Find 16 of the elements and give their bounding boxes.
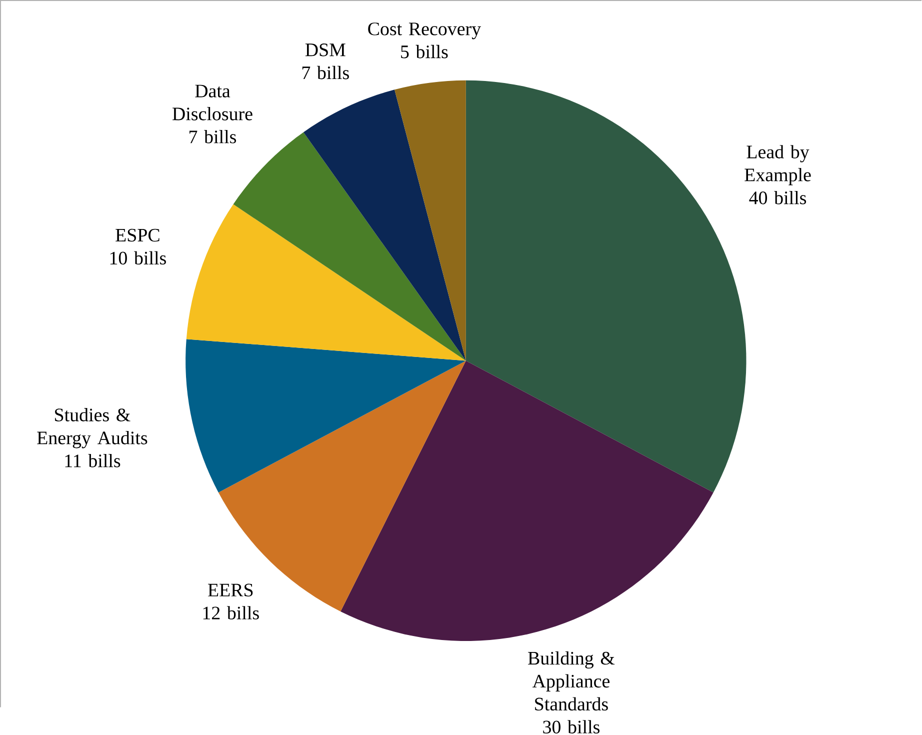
slice-label: Building & Appliance Standards [528,651,615,710]
data-label: 7 bills [302,66,349,79]
data-label: 11 bills [65,454,120,468]
data-label: 10 bills [110,250,166,264]
slice-label: Lead by Example [744,144,811,185]
data-label: 7 bills [190,130,236,144]
data-label: 40 bills [749,190,806,204]
slice-label: Studies & Energy Audits [37,408,148,448]
slice-label: ESPC [116,228,160,242]
slice-label: Cost Recovery [368,22,481,39]
slice-label: EERS [208,584,253,596]
slice-label: DSM [305,43,346,56]
data-label: 30 bills [543,720,600,734]
data-label: 5 bills [401,44,448,58]
slice-label: Data Disclosure [172,84,252,120]
data-label: 12 bills [203,606,259,620]
